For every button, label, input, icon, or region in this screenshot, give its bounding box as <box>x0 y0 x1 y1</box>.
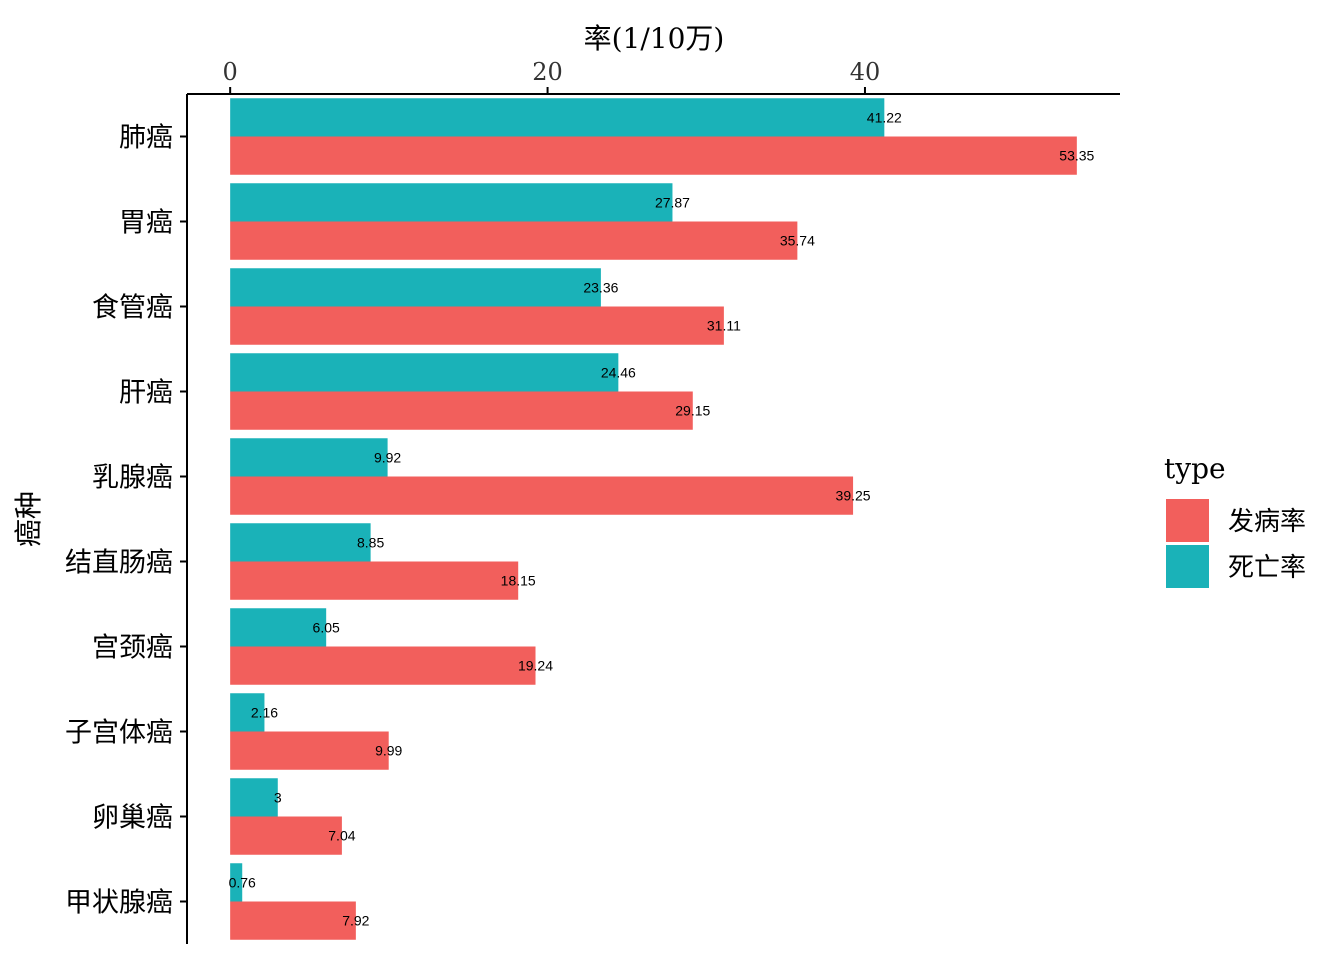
legend-title: type <box>1164 452 1226 485</box>
legend-key-incidence <box>1166 499 1209 542</box>
data-label-mortality: 0.76 <box>229 874 256 890</box>
data-label-incidence: 35.74 <box>780 233 815 249</box>
y-tick-label: 甲状腺癌 <box>65 888 173 919</box>
y-tick-label: 胃癌 <box>119 208 173 239</box>
data-label-mortality: 24.46 <box>601 364 636 380</box>
data-label-mortality: 9.92 <box>374 449 401 465</box>
bar-incidence <box>230 306 724 345</box>
bar-incidence <box>230 816 342 855</box>
x-tick-label: 40 <box>850 58 881 86</box>
x-ticks-layer: 0 20 40 <box>223 58 881 94</box>
legend-label-incidence: 发病率 <box>1228 507 1306 537</box>
data-label-incidence: 39.25 <box>836 488 871 504</box>
bar-incidence <box>230 561 519 600</box>
x-tick-label: 20 <box>532 58 563 86</box>
bar-mortality <box>230 183 673 222</box>
y-tick-label: 肺癌 <box>119 123 173 154</box>
y-tick-label: 乳腺癌 <box>92 463 173 494</box>
data-label-mortality: 41.22 <box>867 109 902 125</box>
data-labels-layer: 41.22 53.35 27.87 35.74 23.36 31.11 24.46 29.15… <box>229 109 1095 928</box>
legend-key-mortality <box>1166 545 1209 588</box>
data-label-incidence: 7.04 <box>328 828 355 844</box>
bar-incidence <box>230 646 536 685</box>
bar-incidence <box>230 136 1077 175</box>
data-label-incidence: 18.15 <box>501 573 536 589</box>
bar-mortality <box>230 268 601 307</box>
data-label-mortality: 2.16 <box>251 704 278 720</box>
y-tick-label: 卵巢癌 <box>92 803 173 834</box>
y-tick-label: 宫颈癌 <box>92 633 173 664</box>
y-axis-title: 癌种 <box>12 491 45 547</box>
data-label-mortality: 23.36 <box>583 279 618 295</box>
bar-mortality <box>230 523 371 562</box>
data-label-mortality: 3 <box>274 789 282 805</box>
bar-mortality <box>230 693 265 732</box>
data-label-incidence: 19.24 <box>518 658 553 674</box>
bar-incidence <box>230 221 798 260</box>
y-tick-label: 结直肠癌 <box>65 548 173 579</box>
x-axis-title: 率(1/10万) <box>584 22 725 55</box>
bar-mortality <box>230 353 619 392</box>
bar-mortality <box>230 98 885 137</box>
bar-incidence <box>230 476 854 515</box>
data-label-incidence: 7.92 <box>342 913 369 929</box>
bar-mortality <box>230 778 278 817</box>
y-tick-label: 子宫体癌 <box>65 718 173 749</box>
legend-label-mortality: 死亡率 <box>1228 553 1306 583</box>
data-label-incidence: 9.99 <box>375 743 402 759</box>
data-label-incidence: 53.35 <box>1059 148 1094 164</box>
bar-incidence <box>230 901 356 940</box>
legend: type 发病率 死亡率 <box>1164 452 1306 588</box>
bar-mortality <box>230 608 327 647</box>
y-tick-label: 食管癌 <box>92 293 173 324</box>
bar-incidence <box>230 731 389 770</box>
x-tick-label: 0 <box>223 58 238 86</box>
data-label-mortality: 8.85 <box>357 534 384 550</box>
data-label-incidence: 31.11 <box>707 318 741 334</box>
y-tick-label: 肝癌 <box>119 378 173 409</box>
data-label-incidence: 29.15 <box>675 403 710 419</box>
data-label-mortality: 27.87 <box>655 194 690 210</box>
bar-mortality <box>230 438 388 477</box>
bar-incidence <box>230 391 693 430</box>
bars-layer <box>230 98 1077 940</box>
data-label-mortality: 6.05 <box>313 619 340 635</box>
bar-mortality <box>230 863 243 902</box>
